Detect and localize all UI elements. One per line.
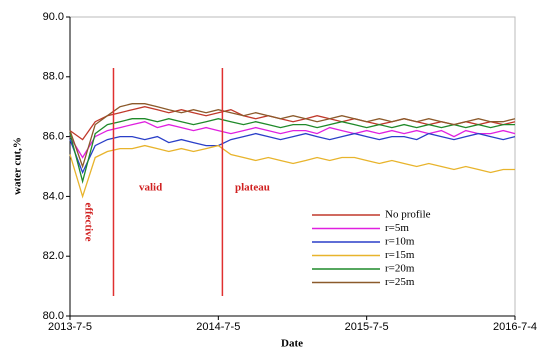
annotation: plateau <box>235 182 270 194</box>
x-tick-label: 2016-7-4 <box>493 321 537 333</box>
y-tick-label: 88.0 <box>43 71 64 83</box>
series-line <box>69 144 515 199</box>
annotation: valid <box>139 182 162 194</box>
y-tick-label: 84.0 <box>43 190 64 202</box>
series-line <box>69 132 516 175</box>
legend-label: No profile <box>385 209 431 221</box>
legend-label: r=15m <box>385 249 415 261</box>
series-line <box>69 121 516 159</box>
y-tick-label: 80.0 <box>43 310 64 322</box>
series-line <box>69 118 515 184</box>
x-tick-label: 2013-7-5 <box>48 321 92 333</box>
y-tick-label: 90.0 <box>43 11 64 23</box>
x-axis-label: Date <box>281 338 303 348</box>
y-axis-label: water cut,% <box>12 137 24 195</box>
legend-label: r=10m <box>385 236 415 248</box>
plot-frame <box>69 16 516 317</box>
legend-label: r=25m <box>385 276 415 288</box>
y-tick-label: 82.0 <box>43 250 64 262</box>
x-tick-label: 2015-7-5 <box>345 321 389 333</box>
annotation: effective <box>82 202 94 241</box>
legend-label: r=5m <box>385 222 409 234</box>
legend-label: r=20m <box>385 263 415 275</box>
series-line <box>69 103 516 169</box>
x-tick-label: 2014-7-5 <box>196 321 240 333</box>
y-tick-label: 86.0 <box>43 131 64 143</box>
